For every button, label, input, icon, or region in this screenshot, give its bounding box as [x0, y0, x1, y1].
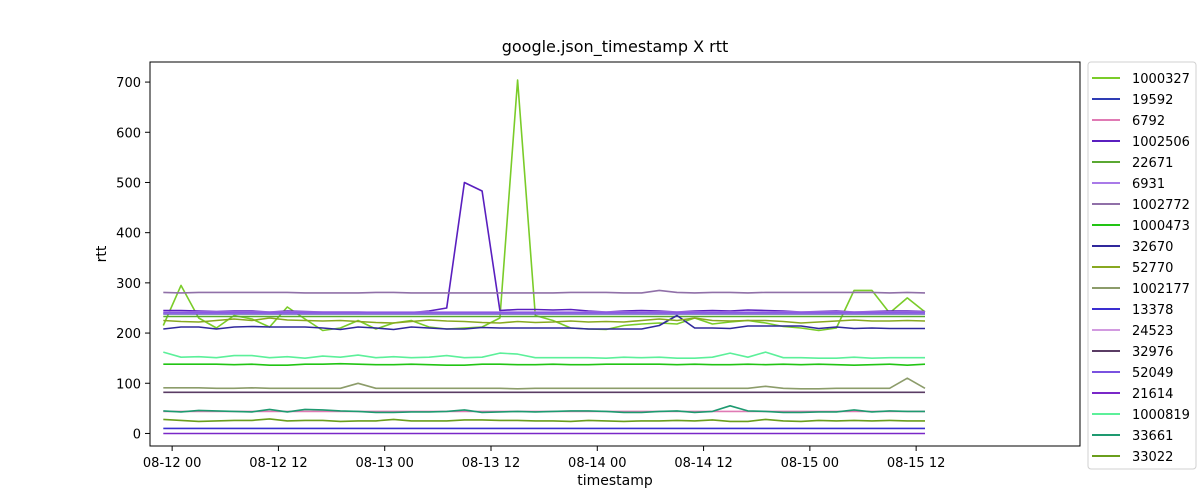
legend-label-1000819: 1000819 — [1132, 408, 1190, 423]
x-tick-label: 08-15 00 — [781, 456, 839, 471]
y-axis-label: rtt — [94, 245, 110, 262]
legend-label-33022: 33022 — [1132, 450, 1173, 465]
legend-label-32976: 32976 — [1132, 345, 1173, 360]
series-line-1002177 — [163, 377, 926, 390]
legend-label-1000473: 1000473 — [1132, 219, 1190, 234]
y-tick-label: 600 — [116, 126, 141, 141]
series-line-1002772 — [163, 289, 926, 294]
plot-area: 0 100 200 300 400 500 600 700 08-12 00 08-12 12 08… — [116, 61, 1081, 471]
legend: 1000327 19592 6792 1002506 22671 6931 1002772 1… — [1087, 61, 1197, 470]
x-tick-label: 08-14 12 — [674, 456, 732, 471]
legend-label-33661: 33661 — [1132, 429, 1173, 444]
y-tick-label: 300 — [116, 277, 141, 292]
x-tick-label: 08-13 00 — [355, 456, 413, 471]
legend-label-6792: 6792 — [1132, 114, 1165, 129]
plot-frame — [149, 61, 1081, 447]
x-tick-label: 08-12 12 — [249, 456, 307, 471]
legend-label-1002177: 1002177 — [1132, 282, 1190, 297]
legend-label-52770: 52770 — [1132, 261, 1173, 276]
legend-label-32670: 32670 — [1132, 240, 1173, 255]
x-tick-label: 08-12 00 — [143, 456, 201, 471]
y-tick-label: 400 — [116, 227, 141, 242]
series-line-1000473 — [163, 362, 926, 367]
legend-label-19592: 19592 — [1132, 93, 1173, 108]
legend-label-22671: 22671 — [1132, 156, 1173, 171]
series-line-32670 — [163, 314, 925, 331]
legend-label-1002772: 1002772 — [1132, 198, 1190, 213]
legend-label-24523: 24523 — [1132, 324, 1173, 339]
legend-label-13378: 13378 — [1132, 303, 1173, 318]
series-line-33022 — [163, 418, 925, 423]
series-line-33661 — [163, 404, 925, 414]
legend-label-6931: 6931 — [1132, 177, 1165, 192]
legend-label-21614: 21614 — [1132, 387, 1173, 402]
legend-box — [1087, 61, 1197, 470]
series-line-1000819 — [163, 351, 925, 360]
x-tick-label: 08-13 12 — [462, 456, 520, 471]
y-tick-label: 0 — [133, 427, 141, 442]
chart-title: google.json_timestamp X rtt — [502, 37, 729, 57]
y-tick-label: 200 — [116, 327, 141, 342]
legend-label-1002506: 1002506 — [1132, 135, 1190, 150]
series-line-52770 — [163, 317, 926, 324]
y-tick-label: 700 — [116, 76, 141, 91]
x-tick-label: 08-14 00 — [568, 456, 626, 471]
legend-label-52049: 52049 — [1132, 366, 1173, 381]
legend-label-1000327: 1000327 — [1132, 72, 1190, 87]
series-line-1000327 — [162, 79, 926, 332]
y-tick-label: 500 — [116, 176, 141, 191]
y-tick-label: 100 — [116, 377, 141, 392]
x-axis-label: timestamp — [577, 473, 653, 489]
x-tick-label: 08-15 12 — [887, 456, 945, 471]
